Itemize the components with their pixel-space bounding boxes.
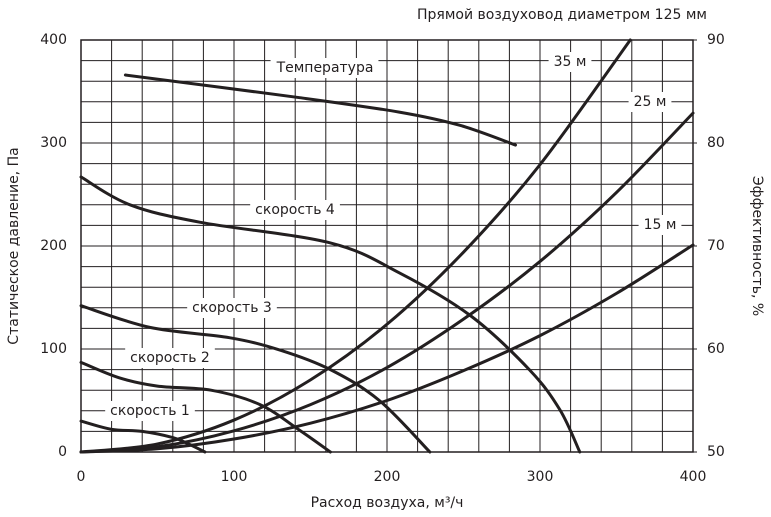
- y2-axis-label: Эффективность, %: [749, 176, 765, 316]
- x-tick-label: 300: [527, 469, 554, 485]
- x-tick-label: 100: [221, 469, 248, 485]
- y-tick-label: 300: [40, 135, 67, 151]
- label-background: [270, 58, 379, 78]
- series-label: 35 м: [554, 54, 587, 70]
- series-label: 15 м: [644, 217, 677, 233]
- series-label: 25 м: [634, 94, 667, 110]
- label-background: [105, 401, 195, 421]
- x-tick-label: 400: [680, 469, 707, 485]
- label-background: [638, 215, 682, 235]
- label-background: [548, 52, 592, 72]
- label-background: [125, 348, 215, 368]
- series-label: скорость 1: [110, 403, 190, 419]
- series-label: Температура: [276, 60, 374, 76]
- x-axis-label: Расход воздуха, м³/ч: [311, 495, 464, 511]
- chart-title: Прямой воздуховод диаметром 125 мм: [417, 7, 707, 23]
- series-label: скорость 4: [255, 202, 335, 218]
- y-axis-label: Статическое давление, Па: [6, 147, 22, 344]
- y2-tick-label: 60: [707, 341, 725, 357]
- x-tick-label: 200: [374, 469, 401, 485]
- y2-tick-label: 70: [707, 238, 725, 254]
- y-tick-label: 200: [40, 238, 67, 254]
- series-label: скорость 2: [130, 350, 210, 366]
- label-background: [628, 92, 672, 112]
- series-line: [79, 243, 695, 454]
- series-label: скорость 3: [192, 300, 272, 316]
- y-tick-label: 0: [58, 444, 67, 460]
- series-line: [79, 360, 332, 454]
- label-background: [187, 298, 277, 318]
- y-tick-label: 100: [40, 341, 67, 357]
- y2-tick-label: 90: [707, 32, 725, 48]
- series-line: [79, 38, 632, 454]
- y-tick-label: 400: [40, 32, 67, 48]
- series-line: [79, 175, 582, 454]
- y2-tick-label: 50: [707, 444, 725, 460]
- series-line: [123, 73, 518, 147]
- label-background: [250, 200, 340, 220]
- series-line: [79, 304, 432, 454]
- y2-tick-label: 80: [707, 135, 725, 151]
- x-tick-label: 0: [77, 469, 86, 485]
- series-line: [79, 111, 695, 454]
